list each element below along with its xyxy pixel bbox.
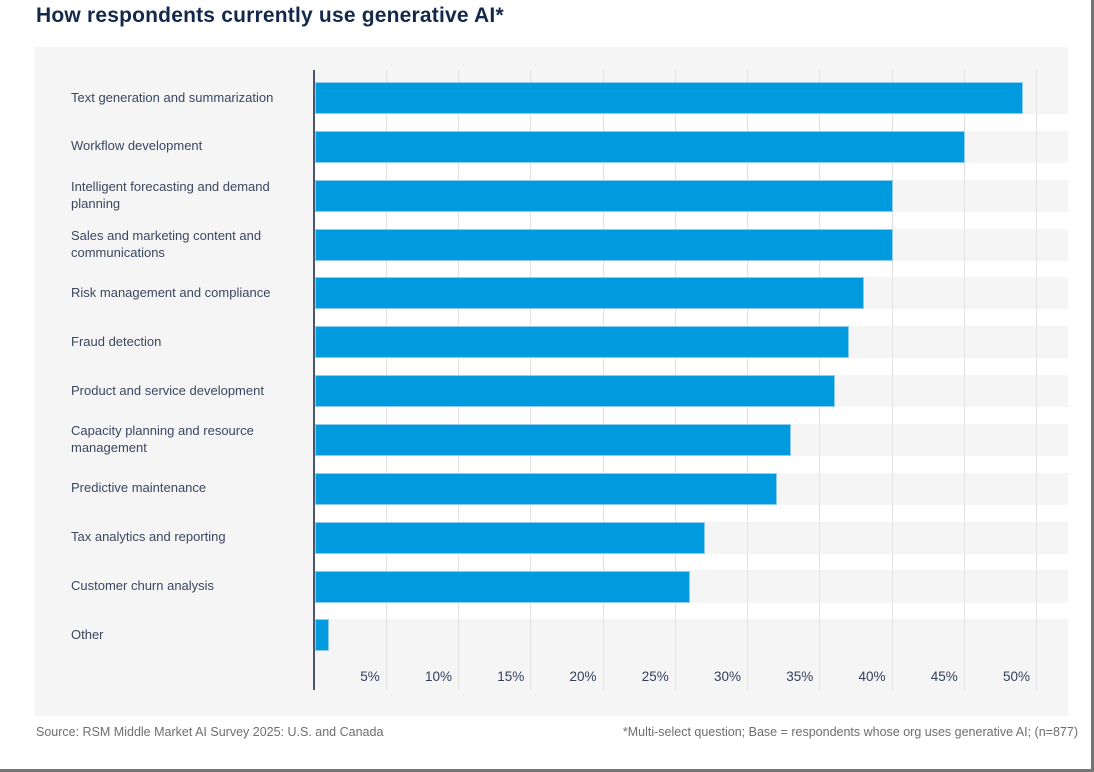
gridline-40: [891, 70, 893, 690]
row-gap-strip: [313, 114, 1068, 131]
row-gap-strip: [313, 455, 1068, 473]
row-gap-strip: [313, 358, 1068, 376]
bar-workflow-development: [314, 130, 965, 163]
bar-capacity-planning-and-resource-management: [314, 423, 792, 456]
row-gap-strip: [313, 407, 1068, 424]
x-tick-label-25: 25%: [641, 669, 669, 684]
bar-predictive-maintenance: [314, 472, 777, 505]
row-gap-strip: [313, 504, 1068, 522]
bar-tax-analytics-and-reporting: [314, 521, 705, 554]
row-gap-strip: [313, 260, 1068, 278]
x-tick-label-5: 5%: [360, 669, 380, 684]
bar-text-generation-and-summarization: [314, 82, 1023, 114]
category-label: Product and service development: [71, 382, 264, 398]
frame-bottom-border: [0, 769, 1094, 772]
category-label: Tax analytics and reporting: [71, 529, 226, 545]
footnote: *Multi-select question; Base = responden…: [622, 725, 1078, 739]
category-label: Fraud detection: [71, 333, 162, 349]
x-tick-label-10: 10%: [424, 669, 452, 684]
bar-customer-churn-analysis: [314, 570, 691, 603]
bar-fraud-detection: [314, 326, 850, 359]
category-label: Customer churn analysis: [71, 578, 215, 594]
gridline-50: [1036, 70, 1037, 690]
bar-intelligent-forecasting-and-demand-planning: [314, 179, 893, 212]
category-label: Workflow development: [71, 138, 203, 154]
row-gap-strip: [313, 553, 1068, 571]
bar-risk-management-and-compliance: [314, 277, 864, 310]
x-tick-label-45: 45%: [930, 669, 958, 684]
category-label: Risk management and compliance: [71, 284, 271, 300]
x-tick-label-15: 15%: [497, 669, 525, 684]
frame-right-border: [1091, 0, 1094, 772]
row-gap-strip: [313, 162, 1068, 180]
gridline-45: [963, 70, 965, 690]
category-label: Capacity planning and resource managemen…: [71, 423, 254, 455]
bar-sales-and-marketing-content-and-communications: [314, 228, 893, 261]
bar-product-and-service-development: [314, 375, 835, 408]
row-gap-strip: [313, 211, 1068, 229]
chart-panel: Text generation and summarization Workflo…: [35, 47, 1068, 716]
category-label: Predictive maintenance: [71, 480, 207, 496]
x-tick-label-35: 35%: [786, 669, 814, 684]
x-tick-label-40: 40%: [858, 669, 886, 684]
category-label: Text generation and summarization: [71, 89, 274, 105]
x-tick-label-30: 30%: [713, 669, 741, 684]
category-label: Other: [71, 626, 104, 642]
row-gap-strip: [313, 602, 1068, 620]
source-note: Source: RSM Middle Market AI Survey 2025…: [36, 725, 384, 739]
category-label: Intelligent forecasting and demand plann…: [71, 178, 270, 211]
category-label: Sales and marketing content and communic…: [71, 227, 262, 260]
chart-title: How respondents currently use generative…: [36, 4, 504, 27]
row-gap-strip: [313, 309, 1068, 327]
x-tick-label-50: 50%: [1002, 669, 1030, 684]
y-axis-line: [312, 70, 315, 690]
bar-other: [314, 619, 329, 652]
x-tick-label-20: 20%: [569, 669, 597, 684]
